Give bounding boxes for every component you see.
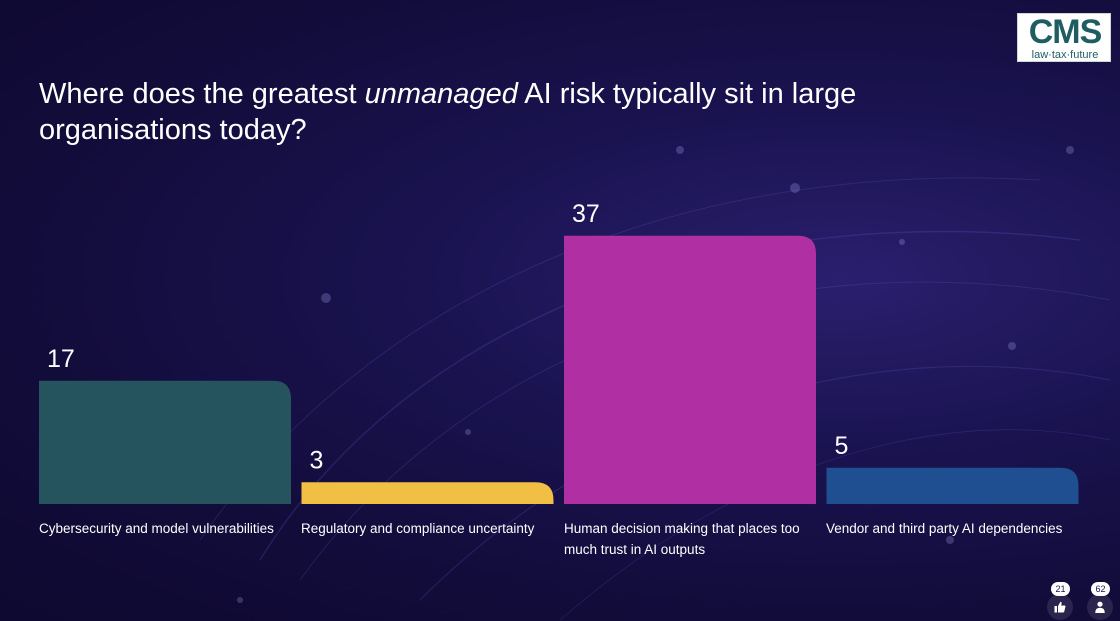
bar-value-label-4: 5 [835,432,849,460]
bar-value-label-2: 3 [310,446,324,474]
logo-tagline: law·tax·future [1031,49,1099,61]
likes-count-badge: 21 [1051,582,1070,596]
thumbs-up-icon [1054,601,1066,613]
bar-value-label-1: 17 [47,345,75,373]
participants-indicator [1087,594,1113,620]
title-text-end: AI risk typically sit in large organisat… [39,78,857,146]
bar-1 [39,380,291,504]
like-button[interactable] [1047,594,1073,620]
participants-count-badge: 62 [1091,582,1110,596]
category-label-2: Regulatory and compliance uncertainty [301,521,535,536]
bar-4 [826,467,1079,504]
logo-mark: CMS [1028,13,1103,51]
bar-value-label-3: 37 [572,200,600,228]
bar-3 [564,235,816,504]
category-label-3: Human decision making that places too mu… [564,521,800,557]
category-label-1: Cybersecurity and model vulnerabilities [39,521,274,536]
bar-2 [301,482,554,504]
category-label-4: Vendor and third party AI dependencies [826,521,1063,536]
title-text-start: Where does the greatest [39,78,365,110]
question-title: Where does the greatest unmanaged AI ris… [39,76,939,148]
cms-logo: CMS law·tax·future [1017,13,1111,62]
person-icon [1095,601,1105,613]
likes-counter[interactable]: 21 [1046,582,1074,620]
participants-counter: 62 [1086,582,1114,620]
title-emphasis: unmanaged [364,78,518,110]
